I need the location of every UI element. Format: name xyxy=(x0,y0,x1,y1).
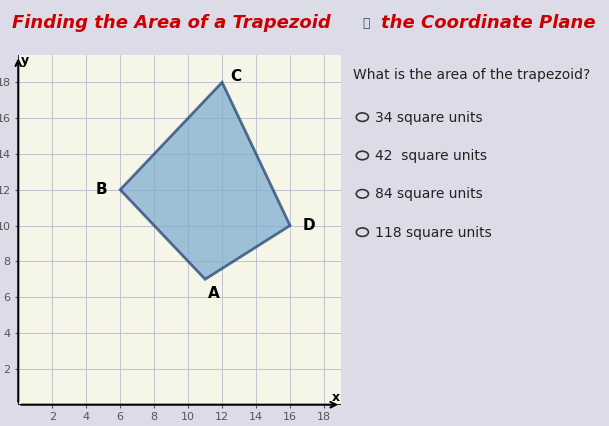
Text: y: y xyxy=(21,54,29,67)
Text: 📷: 📷 xyxy=(362,17,370,30)
Text: x: x xyxy=(332,391,340,404)
Text: D: D xyxy=(303,218,315,233)
Text: What is the area of the trapezoid?: What is the area of the trapezoid? xyxy=(353,68,591,82)
Text: 34 square units: 34 square units xyxy=(375,111,482,125)
Text: Finding the Area of a Trapezoid: Finding the Area of a Trapezoid xyxy=(12,14,337,32)
Text: 42  square units: 42 square units xyxy=(375,149,487,163)
Text: B: B xyxy=(96,182,107,197)
Text: the Coordinate Plane: the Coordinate Plane xyxy=(381,14,595,32)
Text: C: C xyxy=(230,69,241,84)
Text: 118 square units: 118 square units xyxy=(375,226,491,240)
Polygon shape xyxy=(120,82,290,279)
Text: 84 square units: 84 square units xyxy=(375,187,482,201)
Text: A: A xyxy=(208,286,219,301)
